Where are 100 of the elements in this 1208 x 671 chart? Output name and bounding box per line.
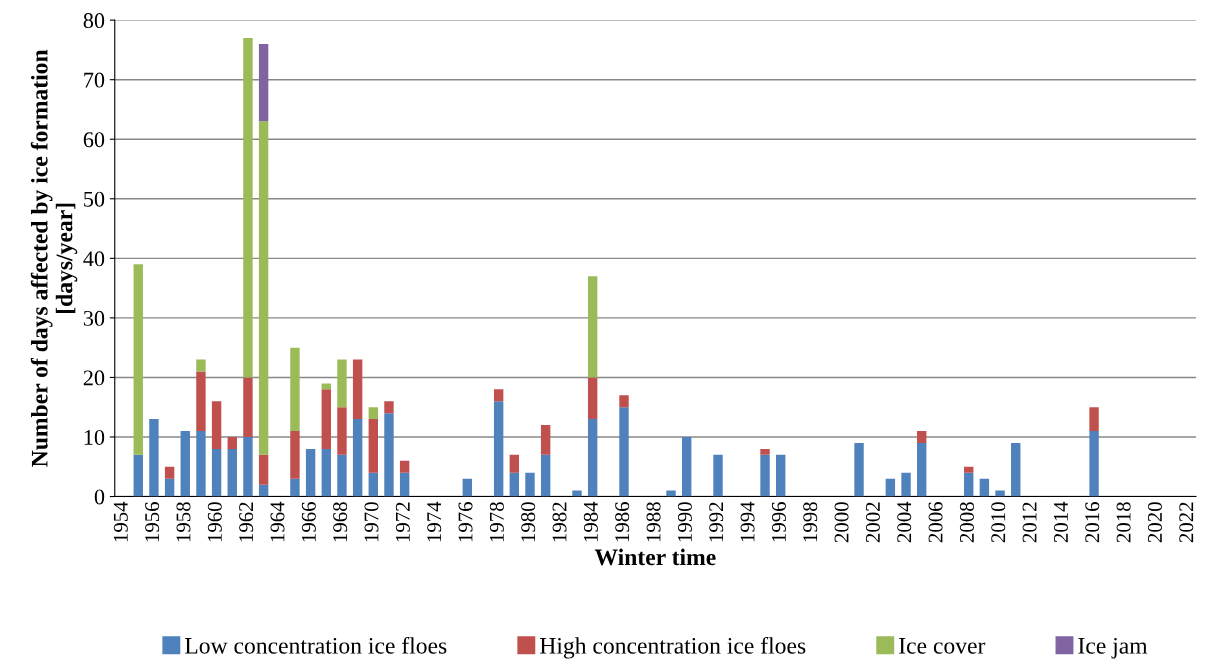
x-tick-label: 1986 xyxy=(615,502,630,542)
bar xyxy=(587,419,598,497)
x-tick-label: 1992 xyxy=(709,502,724,542)
y-tick-label: 70 xyxy=(84,72,105,88)
bar xyxy=(384,413,394,497)
bar xyxy=(493,401,504,497)
bar xyxy=(321,448,331,497)
bar xyxy=(964,466,974,473)
bar xyxy=(352,359,363,420)
x-tick-label: 2018 xyxy=(1116,502,1131,543)
bar xyxy=(290,431,300,479)
bar xyxy=(321,383,331,390)
legend-label: Ice cover xyxy=(899,638,986,654)
bar xyxy=(399,460,410,473)
x-tick-label: 1960 xyxy=(207,502,222,542)
x-tick-label: 1990 xyxy=(677,502,692,542)
bar xyxy=(243,38,253,378)
bar xyxy=(290,478,300,497)
bar xyxy=(258,454,269,485)
bar xyxy=(1089,407,1099,432)
bar xyxy=(196,431,206,497)
bar xyxy=(1089,431,1099,497)
x-tick-label: 1984 xyxy=(583,501,598,542)
bar xyxy=(509,454,520,473)
bar xyxy=(760,454,770,497)
legend-label: Low concentration ice floes xyxy=(185,636,447,654)
y-tick-label: 40 xyxy=(83,251,105,267)
bar xyxy=(180,431,190,497)
x-tick-label: 2006 xyxy=(928,502,943,543)
x-tick-label: 1964 xyxy=(270,501,285,542)
bar xyxy=(211,448,222,497)
bar xyxy=(305,448,316,497)
y-tick-label: 60 xyxy=(83,132,105,148)
bar xyxy=(540,425,551,455)
bar xyxy=(775,454,786,497)
bar xyxy=(619,407,629,497)
x-tick-label: 1982 xyxy=(552,502,567,542)
bar xyxy=(854,442,864,497)
y-tick-label: 80 xyxy=(83,13,105,29)
bar xyxy=(384,401,394,414)
legend-label: High concentration ice floes xyxy=(539,636,806,659)
bar xyxy=(258,121,269,455)
x-tick-label: 2000 xyxy=(834,502,849,543)
bar xyxy=(979,478,990,497)
bar xyxy=(760,448,770,455)
bar xyxy=(164,466,175,479)
bar xyxy=(164,478,175,497)
x-tick-label: 1980 xyxy=(521,502,536,542)
y-axis-title: Number of days affected by ice formation [days/year] xyxy=(30,49,78,467)
x-tick-label: 1970 xyxy=(364,502,379,542)
x-tick-label: 1974 xyxy=(427,501,442,542)
bar xyxy=(885,478,896,497)
bar xyxy=(321,389,331,449)
y-tick-label: 10 xyxy=(84,429,105,445)
x-tick-label: 1956 xyxy=(145,502,160,542)
bar xyxy=(133,264,143,455)
x-tick-label: 2016 xyxy=(1085,502,1100,543)
bar xyxy=(493,389,504,402)
bar xyxy=(227,448,237,497)
bar xyxy=(1011,442,1021,497)
x-tick-label: 2012 xyxy=(1022,502,1037,543)
bar xyxy=(540,454,551,497)
x-tick-label: 1978 xyxy=(489,502,504,542)
x-tick-label: 1966 xyxy=(301,502,316,542)
x-tick-label: 1998 xyxy=(803,502,818,542)
bar xyxy=(133,454,143,497)
bar xyxy=(587,276,598,378)
bar xyxy=(917,442,927,497)
legend-label: Ice jam xyxy=(1078,637,1148,659)
bar xyxy=(258,43,269,122)
bar xyxy=(587,377,598,420)
y-tick-label: 30 xyxy=(83,310,105,326)
bar xyxy=(509,472,520,497)
bar xyxy=(681,436,692,497)
x-tick-label: 2014 xyxy=(1053,501,1068,543)
x-tick-label: 2022 xyxy=(1179,502,1194,543)
bar xyxy=(917,431,927,443)
x-axis-title: Winter time xyxy=(594,548,716,566)
bar xyxy=(149,419,159,497)
bar xyxy=(368,472,378,497)
x-tick-label: 2020 xyxy=(1147,502,1162,543)
y-tick-label: 0 xyxy=(94,489,105,505)
bar xyxy=(243,436,253,497)
x-tick-label: 2008 xyxy=(959,502,974,543)
bar xyxy=(196,359,206,372)
bar xyxy=(352,419,363,497)
x-tick-label: 1962 xyxy=(239,502,254,542)
bar xyxy=(211,401,222,449)
x-tick-label: 2010 xyxy=(991,502,1006,543)
x-tick-label: 1958 xyxy=(176,502,191,542)
bar xyxy=(368,407,378,420)
bar xyxy=(964,472,974,497)
x-tick-label: 2004 xyxy=(897,501,912,543)
x-tick-label: 1968 xyxy=(333,502,348,542)
x-tick-label: 1996 xyxy=(771,502,786,542)
x-tick-label: 2002 xyxy=(865,502,880,543)
bar xyxy=(290,347,300,432)
y-tick-label: 50 xyxy=(84,191,105,207)
bar xyxy=(196,371,206,432)
x-tick-label: 1954 xyxy=(113,501,128,542)
